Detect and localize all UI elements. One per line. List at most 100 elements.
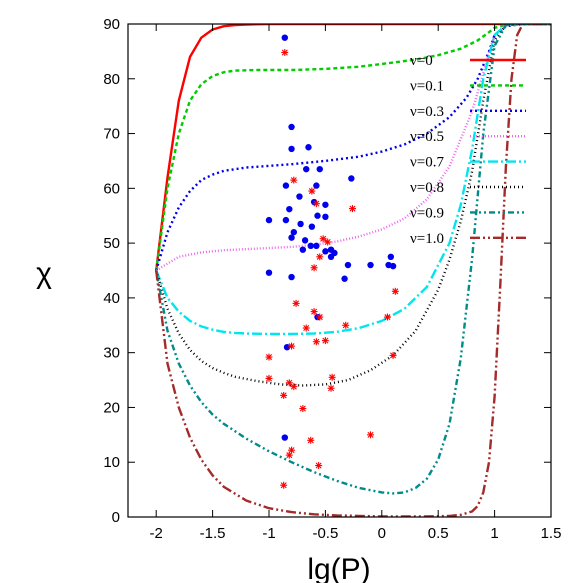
data-point-circle-0 bbox=[281, 34, 288, 41]
y-tick-label-5: 50 bbox=[103, 235, 120, 252]
data-point-asterisk-16 bbox=[321, 337, 329, 345]
y-axis-label: χ bbox=[36, 257, 52, 290]
data-point-circle-33 bbox=[389, 262, 397, 270]
data-point-circle-15 bbox=[282, 216, 290, 224]
data-point-circle-11 bbox=[286, 205, 293, 213]
data-point-asterisk-28 bbox=[367, 431, 375, 439]
legend-label-5: ν=0.8 bbox=[410, 180, 444, 196]
data-point-circle-28 bbox=[327, 253, 335, 261]
data-point-asterisk-22 bbox=[265, 374, 273, 382]
data-point-circle-2 bbox=[305, 144, 312, 151]
y-tick-label-8: 80 bbox=[103, 71, 120, 88]
y-tick-label-6: 60 bbox=[103, 180, 120, 197]
x-tick-label-0: -2 bbox=[150, 525, 163, 542]
curves-layer bbox=[155, 24, 551, 517]
data-point-circle-17 bbox=[297, 220, 304, 228]
plot-frame bbox=[127, 23, 552, 518]
legend-label-6: ν=0.9 bbox=[410, 205, 444, 221]
y-tick-label-3: 30 bbox=[103, 345, 120, 362]
ticks-layer: -2 -1.5 -1 -0.5 0 0.5 1 1.5 0 10 20 30 40 50 60 70 80 90 bbox=[103, 16, 561, 542]
y-tick-label-2: 20 bbox=[103, 399, 120, 416]
data-point-circle-31 bbox=[367, 261, 374, 269]
data-point-asterisk-7 bbox=[316, 253, 324, 261]
y-tick-label-7: 70 bbox=[103, 126, 120, 143]
y-tick-label-0: 0 bbox=[112, 509, 120, 526]
legend-label-2: ν=0.3 bbox=[410, 104, 444, 120]
data-point-asterisk-10 bbox=[292, 299, 300, 307]
data-point-asterisk-21 bbox=[328, 373, 336, 381]
data-point-circle-14 bbox=[265, 216, 273, 224]
data-point-asterisk-2 bbox=[308, 187, 316, 195]
legend-label-1: ν=0.1 bbox=[410, 78, 444, 94]
data-point-circle-7 bbox=[348, 175, 355, 182]
data-point-circle-39 bbox=[281, 434, 288, 441]
markers-layer bbox=[265, 34, 399, 489]
data-point-circle-25 bbox=[299, 246, 307, 253]
data-point-asterisk-18 bbox=[288, 342, 296, 350]
data-point-asterisk-24 bbox=[327, 384, 335, 392]
series-line-7 bbox=[155, 24, 551, 517]
series-line-4 bbox=[155, 24, 551, 336]
data-point-circle-9 bbox=[296, 193, 303, 200]
data-point-circle-12 bbox=[322, 201, 329, 208]
data-point-asterisk-0 bbox=[281, 48, 289, 56]
data-point-asterisk-11 bbox=[310, 308, 318, 316]
data-point-circle-29 bbox=[387, 253, 395, 261]
x-tick-label-7: 1.5 bbox=[541, 525, 562, 542]
data-point-asterisk-5 bbox=[319, 235, 327, 243]
legend-label-7: ν=1.0 bbox=[410, 231, 444, 247]
series-line-5 bbox=[155, 24, 551, 387]
data-point-circle-5 bbox=[316, 165, 323, 173]
data-point-circle-4 bbox=[303, 165, 310, 173]
legend-label-0: ν=0 bbox=[410, 53, 433, 69]
data-point-asterisk-8 bbox=[310, 264, 318, 272]
y-tick-label-1: 10 bbox=[103, 454, 120, 471]
data-point-circle-8 bbox=[313, 182, 320, 189]
data-point-circle-30 bbox=[344, 261, 352, 269]
data-point-circle-38 bbox=[283, 343, 291, 351]
data-point-circle-18 bbox=[308, 223, 316, 230]
data-point-asterisk-4 bbox=[348, 205, 356, 213]
x-tick-label-2: -1 bbox=[262, 525, 275, 542]
x-tick-label-3: -0.5 bbox=[312, 525, 338, 542]
data-point-asterisk-13 bbox=[383, 313, 391, 321]
data-point-circle-1 bbox=[288, 123, 295, 131]
data-point-asterisk-17 bbox=[312, 338, 320, 346]
x-tick-label-5: 0.5 bbox=[428, 525, 449, 542]
series-line-6 bbox=[155, 24, 551, 495]
data-point-circle-21 bbox=[301, 237, 309, 244]
series-line-1 bbox=[155, 24, 551, 271]
data-point-asterisk-12 bbox=[316, 313, 324, 321]
y-tick-label-4: 40 bbox=[103, 290, 120, 307]
data-point-circle-36 bbox=[341, 275, 348, 282]
data-point-asterisk-33 bbox=[280, 481, 288, 489]
legend-label-4: ν=0.7 bbox=[410, 155, 444, 171]
data-point-circle-19 bbox=[290, 228, 298, 236]
data-point-asterisk-32 bbox=[315, 462, 323, 470]
data-point-asterisk-3 bbox=[312, 200, 320, 208]
data-point-asterisk-20 bbox=[389, 351, 397, 359]
data-point-circle-34 bbox=[265, 269, 273, 276]
series-line-3 bbox=[155, 24, 551, 272]
data-point-asterisk-25 bbox=[290, 383, 298, 391]
x-tick-label-6: 1 bbox=[490, 525, 498, 542]
data-point-circle-24 bbox=[322, 248, 329, 255]
legend-label-3: ν=0.5 bbox=[410, 129, 444, 145]
x-axis-label: lg(P) bbox=[307, 553, 370, 583]
y-tick-label-9: 90 bbox=[103, 16, 120, 33]
data-point-asterisk-27 bbox=[299, 405, 307, 413]
data-point-circle-16 bbox=[322, 213, 329, 221]
data-point-asterisk-29 bbox=[307, 436, 315, 444]
data-point-asterisk-1 bbox=[290, 176, 298, 184]
data-point-circle-6 bbox=[282, 182, 290, 189]
legend: ν=0 ν=0.1 ν=0.3 ν=0.5 ν=0.7 ν=0.8 ν=0.9 ν=1.0 bbox=[410, 53, 526, 247]
data-point-asterisk-15 bbox=[302, 324, 310, 332]
data-point-asterisk-31 bbox=[285, 451, 293, 459]
data-point-circle-20 bbox=[288, 234, 295, 241]
data-point-asterisk-9 bbox=[391, 287, 399, 295]
x-tick-label-4: 0 bbox=[378, 525, 386, 542]
data-point-asterisk-6 bbox=[324, 238, 332, 246]
data-point-asterisk-19 bbox=[265, 353, 273, 361]
data-point-circle-23 bbox=[313, 242, 320, 250]
